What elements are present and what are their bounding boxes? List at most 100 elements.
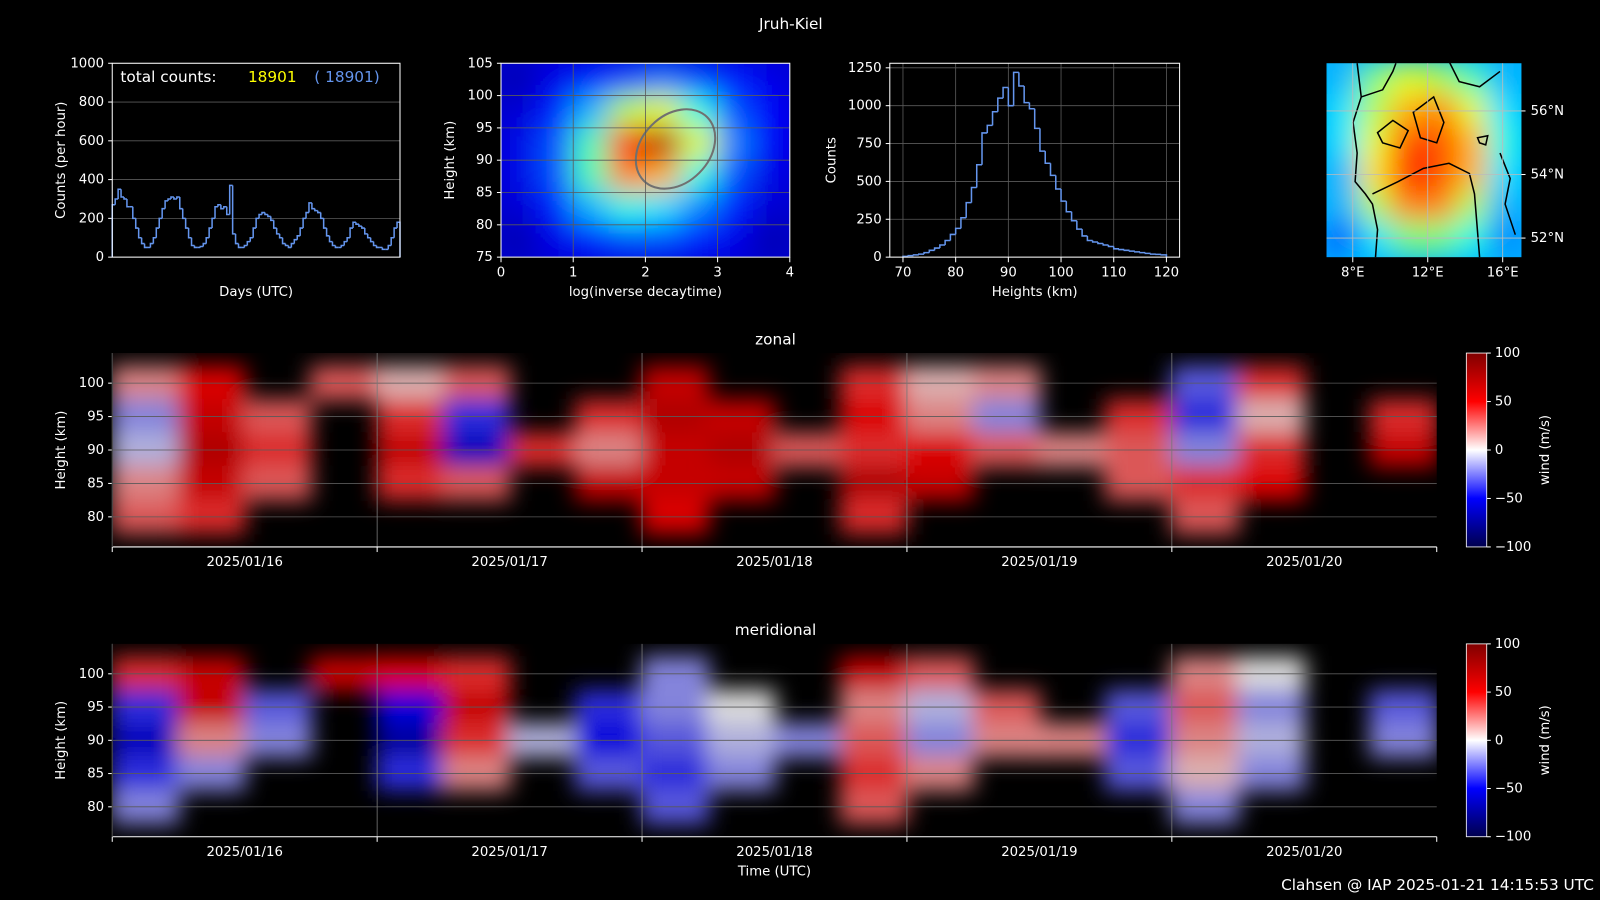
step-segment <box>126 198 130 208</box>
y-tick-label: 0 <box>873 250 881 265</box>
y-tick-label: 95 <box>87 410 104 425</box>
step-segment <box>1070 211 1077 222</box>
step-segment <box>1060 188 1067 202</box>
x-axis-label: Time (UTC) <box>737 864 811 879</box>
colorbar-tick-label: 100 <box>1495 346 1520 361</box>
step-segment <box>1139 251 1146 254</box>
step-segment <box>161 207 166 219</box>
heatmap-cell <box>501 191 539 226</box>
step-segment <box>179 197 183 210</box>
step-segment <box>949 233 956 241</box>
y-tick-label: 85 <box>87 767 104 782</box>
step-segment <box>1086 235 1093 242</box>
y-tick-label: 800 <box>79 95 104 110</box>
step-segment <box>211 217 216 229</box>
y-tick-label: 500 <box>856 174 881 189</box>
heatmap-cell <box>501 94 539 129</box>
heatmap-cell <box>1358 63 1393 97</box>
y-tick-label: 105 <box>468 56 493 71</box>
heatmap-cell <box>752 159 790 194</box>
heatmap-cell <box>572 94 611 129</box>
axes-frame <box>889 62 1181 258</box>
step-segment <box>143 243 148 249</box>
step-segment <box>225 206 230 216</box>
step-segment <box>1033 108 1040 130</box>
step-segment <box>340 244 345 248</box>
heatmap-cell <box>716 159 755 194</box>
heatmap-cell <box>1326 63 1361 97</box>
y-tick-label: 0 <box>96 250 104 265</box>
step-segment <box>1097 241 1104 245</box>
step-segment <box>220 204 224 210</box>
step-segment <box>960 216 967 229</box>
x-tick-label: 70 <box>895 265 912 280</box>
step-segment <box>261 211 265 215</box>
step-segment <box>334 245 339 249</box>
heatmap-cell <box>716 191 755 226</box>
x-tick-label: 2025/01/19 <box>1001 555 1077 570</box>
step-segment <box>176 196 180 199</box>
heatmap-cell <box>680 191 719 226</box>
step-segment <box>311 202 315 210</box>
axes-frame <box>111 62 401 258</box>
step-segment <box>1118 248 1125 251</box>
x-axis-label: log(inverse decaytime) <box>569 285 722 300</box>
step-segment <box>346 236 351 242</box>
step-segment <box>140 237 145 245</box>
step-segment <box>907 254 914 257</box>
step-segment <box>965 201 972 218</box>
x-tick-label: 110 <box>1101 265 1126 280</box>
step-segment <box>331 241 336 247</box>
heatmap-clip <box>501 63 790 258</box>
y-tick-label: 100 <box>468 89 493 104</box>
x-tick-label: 2025/01/17 <box>471 845 547 860</box>
step-segment <box>343 240 348 246</box>
footer: Clahsen @ IAP 2025-01-21 14:15:53 UTC <box>1281 876 1594 894</box>
y-tick-label: 1000 <box>70 56 104 71</box>
step-segment <box>1160 254 1168 258</box>
step-segment <box>1002 86 1009 99</box>
x-tick-label: 8°E <box>1341 265 1364 280</box>
heatmap-cell <box>536 191 575 226</box>
heatmap-cell <box>572 159 611 194</box>
heatmap-cell <box>752 223 790 258</box>
step-segment <box>302 217 307 229</box>
step-segment <box>322 218 327 229</box>
step-segment <box>1076 220 1083 230</box>
step-segment <box>366 233 371 239</box>
step-segment <box>187 228 192 239</box>
x-tick-label: 4 <box>786 265 794 280</box>
step-segment <box>167 198 171 201</box>
step-segment <box>296 235 301 240</box>
step-segment <box>228 184 233 215</box>
heatmap-cell <box>608 126 647 162</box>
step-segment <box>325 228 330 237</box>
y-tick-label: 400 <box>79 173 104 188</box>
step-segment <box>317 210 321 214</box>
panel-title: meridional <box>735 621 817 639</box>
y-tick-label: 85 <box>476 186 493 201</box>
annotation: 18901 <box>248 68 297 86</box>
heatmap-cell <box>644 63 683 97</box>
step-segment <box>1018 72 1025 87</box>
x-tick-label: 120 <box>1154 265 1179 280</box>
heatmap-cell <box>608 63 647 97</box>
step-segment <box>1091 240 1098 243</box>
step-segment <box>352 221 356 229</box>
heatmap-cell <box>536 159 575 194</box>
step-segment <box>190 237 195 247</box>
y-tick-label: 600 <box>79 134 104 149</box>
step-segment <box>231 185 236 235</box>
step-segment <box>208 227 213 238</box>
step-segment <box>372 241 377 247</box>
step-segment <box>117 188 122 199</box>
heatmap-clip <box>1326 63 1522 255</box>
step-segment <box>1044 151 1051 164</box>
step-segment <box>1023 85 1030 104</box>
heatmap-cell <box>1326 189 1361 224</box>
colorbar <box>1465 643 1488 838</box>
coastline <box>1448 60 1501 88</box>
step-segment <box>954 227 961 235</box>
step-segment <box>205 236 210 244</box>
